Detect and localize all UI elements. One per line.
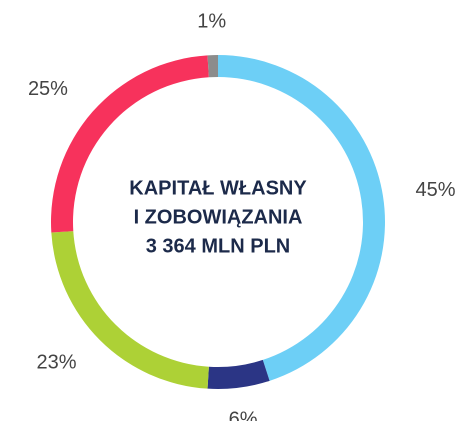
donut-segment [218, 55, 386, 381]
donut-segment [51, 231, 209, 389]
donut-segment [50, 55, 209, 233]
value-label: 1% [197, 10, 226, 32]
center-label: I ZOBOWIĄZANIA [134, 206, 303, 228]
value-label: 25% [28, 78, 68, 100]
center-label: 3 364 MLN PLN [146, 235, 290, 257]
value-label: 23% [37, 352, 77, 374]
donut-segment [207, 359, 270, 390]
center-label: KAPITAŁ WŁASNY [129, 177, 307, 199]
donut-segment [207, 55, 218, 78]
value-label: 6% [229, 409, 258, 421]
value-label: 45% [416, 179, 456, 201]
